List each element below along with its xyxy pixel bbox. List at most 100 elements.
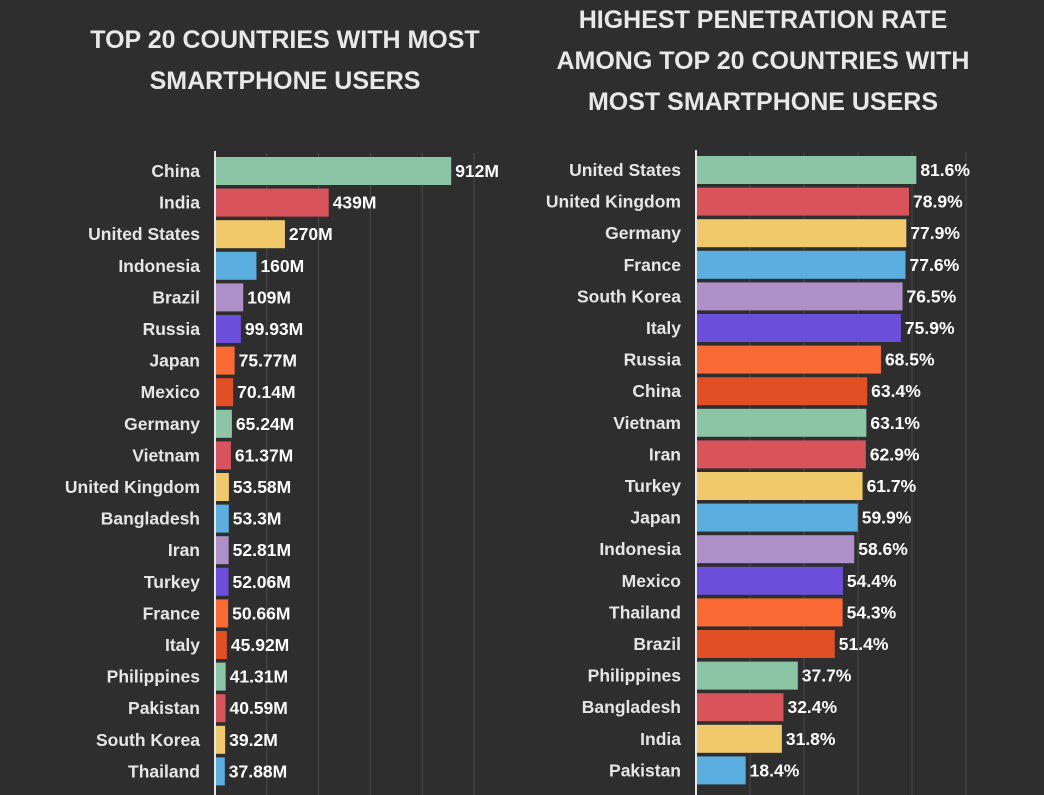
left-bar-chart: China 912M India 439M United States 270M Indon… (65, 151, 499, 795)
category-label: Japan (149, 351, 200, 371)
category-label: Thailand (609, 602, 681, 622)
right-chart-title-line-2: AMONG TOP 20 COUNTRIES WITH (556, 47, 970, 75)
bar (215, 346, 235, 375)
value-label: 53.3M (233, 509, 282, 529)
bar (696, 219, 907, 248)
bar (696, 408, 867, 437)
bar (215, 757, 225, 786)
bar (215, 504, 229, 533)
left-chart-title: TOP 20 COUNTRIES WITH MOST SMARTPHONE US… (50, 20, 520, 102)
value-label: 912M (455, 161, 499, 181)
value-label: 32.4% (787, 697, 837, 717)
bar (696, 187, 910, 216)
category-label: Bangladesh (582, 697, 681, 717)
left-chart-title-line-1: TOP 20 COUNTRIES WITH MOST (90, 26, 480, 54)
category-label: Pakistan (128, 698, 200, 718)
category-label: South Korea (96, 730, 200, 750)
category-label: Indonesia (599, 539, 681, 559)
right-bar-chart: United States 81.6% United Kingdom 78.9% Ger… (546, 150, 970, 795)
value-label: 41.31M (230, 667, 288, 687)
value-label: 78.9% (913, 192, 963, 212)
bar (215, 157, 452, 185)
value-label: 52.06M (232, 572, 290, 592)
value-label: 18.4% (750, 760, 800, 780)
bar (696, 598, 843, 627)
category-label: Germany (605, 223, 681, 243)
category-label: Germany (124, 414, 200, 434)
value-label: 63.1% (870, 413, 920, 433)
bar (696, 156, 917, 184)
category-label: Italy (646, 318, 681, 338)
bar (696, 535, 855, 564)
bar (696, 282, 903, 311)
right-chart-title-line-1: HIGHEST PENETRATION RATE (578, 6, 948, 34)
category-label: China (151, 161, 200, 181)
bar (696, 756, 746, 785)
bar (215, 188, 329, 217)
category-label: France (143, 603, 201, 623)
value-label: 54.4% (847, 571, 897, 591)
bar (696, 503, 858, 532)
value-label: 76.5% (907, 286, 957, 306)
category-label: Russia (143, 319, 201, 339)
bar (215, 662, 226, 691)
bar (696, 345, 881, 374)
bar (215, 536, 229, 565)
value-label: 439M (333, 193, 377, 213)
category-label: United Kingdom (546, 192, 681, 212)
value-label: 65.24M (236, 414, 294, 434)
category-label: India (159, 193, 200, 213)
bar (696, 661, 798, 690)
value-label: 61.37M (235, 445, 293, 465)
value-label: 160M (260, 256, 304, 276)
value-label: 37.88M (229, 761, 287, 781)
category-label: Philippines (107, 667, 201, 687)
category-label: Brazil (152, 287, 200, 307)
bar (696, 693, 784, 722)
bar (696, 250, 906, 279)
category-label: Brazil (633, 634, 681, 654)
category-label: China (632, 381, 681, 401)
category-label: Philippines (588, 666, 682, 686)
bar (696, 440, 866, 469)
bar (696, 314, 901, 342)
category-label: Mexico (141, 382, 200, 402)
bar (215, 599, 229, 628)
value-label: 270M (289, 224, 333, 244)
bar (215, 441, 231, 470)
category-label: Japan (630, 508, 681, 528)
value-label: 58.6% (858, 539, 908, 559)
right-chart-title-line-3: MOST SMARTPHONE USERS (587, 88, 939, 116)
bar (215, 378, 234, 407)
bar (215, 283, 244, 312)
value-label: 75.77M (239, 351, 297, 371)
value-label: 61.7% (867, 476, 917, 496)
value-label: 50.66M (232, 603, 290, 623)
bar (215, 473, 229, 501)
bar (215, 725, 226, 754)
value-label: 51.4% (839, 634, 889, 654)
value-label: 109M (247, 287, 291, 307)
category-label: India (640, 729, 681, 749)
bar (215, 567, 229, 596)
value-label: 54.3% (847, 602, 897, 622)
value-label: 52.81M (233, 540, 291, 560)
category-label: Iran (168, 540, 200, 560)
category-label: Vietnam (132, 445, 200, 465)
bar (696, 630, 835, 658)
value-label: 70.14M (237, 382, 295, 402)
left-chart-title-line-2: SMARTPHONE USERS (149, 67, 421, 95)
value-label: 75.9% (905, 318, 955, 338)
value-label: 77.9% (910, 223, 960, 243)
category-label: United States (88, 224, 200, 244)
bar (215, 409, 232, 438)
value-label: 99.93M (245, 319, 303, 339)
bar (215, 220, 285, 249)
category-label: Turkey (625, 476, 681, 496)
value-label: 45.92M (231, 635, 289, 655)
value-label: 37.7% (802, 666, 852, 686)
category-label: Mexico (622, 571, 681, 591)
category-label: Thailand (128, 761, 200, 781)
category-label: South Korea (577, 286, 681, 306)
right-chart-title: HIGHEST PENETRATION RATE AMONG TOP 20 CO… (528, 0, 998, 123)
